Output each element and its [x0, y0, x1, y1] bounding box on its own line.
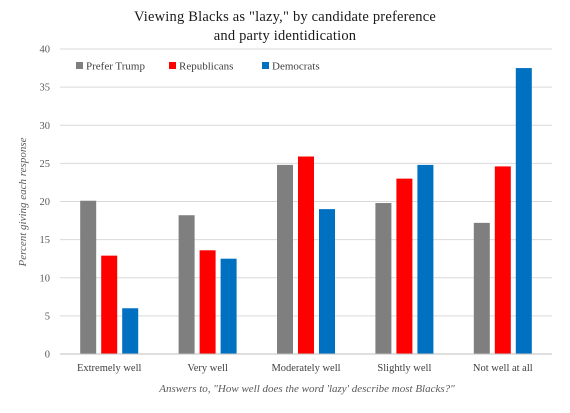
- legend-swatch: [262, 62, 269, 69]
- y-tick-label: 35: [40, 83, 51, 94]
- gridlines: [60, 48, 552, 317]
- bar: [178, 215, 195, 354]
- bar: [101, 255, 118, 354]
- y-tick-label: 20: [40, 197, 51, 208]
- legend-swatch: [76, 62, 83, 69]
- bar: [80, 200, 97, 354]
- y-tick-label: 0: [45, 350, 50, 361]
- legend-label: Prefer Trump: [86, 61, 145, 73]
- x-category-label: Not well at all: [473, 363, 533, 374]
- x-axis-title: Answers to, "How well does the word 'laz…: [158, 383, 455, 395]
- bar: [375, 203, 392, 354]
- x-category-label: Extremely well: [77, 363, 142, 374]
- bar: [277, 164, 293, 354]
- x-category-label: Very well: [187, 363, 228, 374]
- legend-label: Democrats: [272, 61, 320, 73]
- y-tick-label: 25: [40, 159, 51, 170]
- y-tick-label: 15: [40, 235, 51, 246]
- x-category-label: Moderately well: [271, 363, 340, 374]
- y-tick-label: 30: [40, 121, 51, 132]
- y-axis-title: Percent giving each response: [17, 137, 29, 267]
- bar: [298, 156, 314, 354]
- bar: [199, 250, 216, 354]
- chart-title-line-1: Viewing Blacks as "lazy," by candidate p…: [133, 9, 437, 25]
- legend-label: Republicans: [179, 61, 233, 73]
- bar: [515, 68, 532, 354]
- y-tick-label: 40: [40, 45, 51, 56]
- chart-title-line-2: and party identidication: [213, 28, 357, 44]
- bar: [122, 308, 139, 354]
- bar: [396, 178, 413, 354]
- y-tick-label: 10: [40, 273, 51, 284]
- legend: Prefer Trump Republicans Democrats: [76, 61, 320, 73]
- x-axis-categories: Extremely well Very well Moderately well Sl…: [77, 363, 533, 374]
- bars: [80, 68, 532, 354]
- bar: [494, 166, 511, 354]
- bar: [417, 164, 434, 354]
- bar: [319, 209, 335, 354]
- x-category-label: Slightly well: [377, 363, 431, 374]
- bar: [220, 258, 237, 354]
- chart-title: Viewing Blacks as "lazy," by candidate p…: [0, 8, 570, 46]
- bar: [473, 222, 490, 354]
- legend-swatch: [169, 62, 176, 69]
- y-axis-ticks: 0 5 10 15 20 25 30 35 40: [40, 45, 51, 361]
- y-tick-label: 5: [45, 311, 50, 322]
